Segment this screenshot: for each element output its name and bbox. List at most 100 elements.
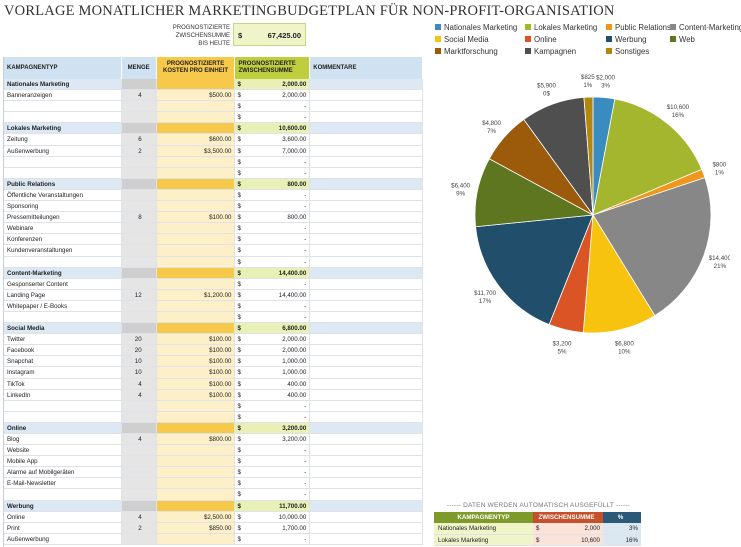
cell-kommentare[interactable] [310,178,423,189]
cell-kosten[interactable] [156,112,236,123]
cell-kommentare[interactable] [310,500,423,511]
cell-zwischensumme[interactable]: $ - [235,201,311,212]
cell-kampagnentyp[interactable]: Public Relations [4,178,122,189]
cell-kampagnentyp[interactable]: Webinare [4,223,122,234]
cell-kosten[interactable] [156,411,236,422]
cell-kampagnentyp[interactable]: Kundenveranstaltungen [4,245,122,256]
cell-kampagnentyp[interactable]: Zeitung [4,134,122,145]
cell-zwischensumme[interactable]: $ - [235,467,311,478]
cell-kosten[interactable] [156,101,236,112]
cell-kosten[interactable] [156,467,236,478]
cell-zwischensumme[interactable]: $ - [235,189,311,201]
cell-kosten[interactable]: $1,200.00 [156,289,236,300]
cell-zwischensumme[interactable]: $ - [235,456,311,467]
cell-kampagnentyp[interactable]: Alarme auf Mobilgeräten [4,467,122,478]
cell-kampagnentyp[interactable]: Social Media [4,323,122,334]
cell-kommentare[interactable] [310,456,423,467]
cell-kommentare[interactable] [310,289,423,300]
cell-kampagnentyp[interactable]: Außenwerbung [4,533,122,544]
cell-kosten[interactable]: $600.00 [156,134,236,145]
cell-kosten[interactable] [156,267,236,278]
cell-zwischensumme[interactable]: $3,600.00 [235,134,311,145]
cell-kampagnentyp[interactable]: Gesponserter Content [4,278,122,289]
cell-zwischensumme[interactable]: $1,000.00 [235,367,311,378]
cell-kosten[interactable] [156,256,236,267]
cell-kampagnentyp[interactable] [4,167,122,178]
cell-menge[interactable]: 4 [121,511,157,522]
cell-kommentare[interactable] [310,300,423,311]
cell-kommentare[interactable] [310,245,423,256]
cell-kampagnentyp[interactable] [4,156,122,167]
cell-kosten[interactable]: $3,500.00 [156,145,236,156]
cell-menge[interactable] [121,445,157,456]
cell-menge[interactable]: 2 [121,145,157,156]
cell-kosten[interactable] [156,456,236,467]
cell-kosten[interactable] [156,234,236,245]
cell-kosten[interactable]: $800.00 [156,434,236,445]
cell-menge[interactable] [121,245,157,256]
cell-menge[interactable]: 4 [121,389,157,400]
cell-kampagnentyp[interactable]: TikTok [4,378,122,389]
cell-kommentare[interactable] [310,334,423,345]
cell-kosten[interactable]: $100.00 [156,389,236,400]
cell-kommentare[interactable] [310,434,423,445]
cell-kampagnentyp[interactable]: LinkedIn [4,389,122,400]
cell-kampagnentyp[interactable]: Pressemitteilungen [4,212,122,223]
cell-kommentare[interactable] [310,234,423,245]
cell-kosten[interactable] [156,167,236,178]
cell-zwischensumme[interactable]: $ - [235,156,311,167]
cell-menge[interactable] [121,156,157,167]
cell-kommentare[interactable] [310,489,423,500]
cell-menge[interactable]: 10 [121,356,157,367]
cell-kommentare[interactable] [310,345,423,356]
cell-zwischensumme[interactable]: $11,700.00 [235,500,311,511]
cell-kosten[interactable] [156,189,236,201]
cell-kosten[interactable] [156,245,236,256]
cell-kommentare[interactable] [310,311,423,323]
cell-menge[interactable] [121,201,157,212]
cell-kommentare[interactable] [310,422,423,433]
cell-kampagnentyp[interactable]: Blog [4,434,122,445]
cell-menge[interactable] [121,467,157,478]
cell-zwischensumme[interactable]: $1,700.00 [235,522,311,533]
cell-menge[interactable] [121,189,157,201]
cell-kommentare[interactable] [310,378,423,389]
cell-kosten[interactable] [156,79,236,90]
cell-kampagnentyp[interactable]: Werbung [4,500,122,511]
cell-kosten[interactable] [156,400,236,411]
cell-zwischensumme[interactable]: $ - [235,245,311,256]
cell-kampagnentyp[interactable]: Nationales Marketing [4,79,122,90]
cell-zwischensumme[interactable]: $ - [235,533,311,544]
cell-kampagnentyp[interactable]: Content-Marketing [4,267,122,278]
cell-menge[interactable] [121,422,157,433]
cell-menge[interactable]: 6 [121,134,157,145]
cell-menge[interactable] [121,323,157,334]
cell-kommentare[interactable] [310,201,423,212]
cell-kampagnentyp[interactable]: Landing Page [4,289,122,300]
cell-kampagnentyp[interactable]: Twitter [4,334,122,345]
cell-zwischensumme[interactable]: $ - [235,478,311,489]
cell-kosten[interactable] [156,300,236,311]
cell-kosten[interactable]: $850.00 [156,522,236,533]
cell-kommentare[interactable] [310,522,423,533]
cell-kosten[interactable]: $100.00 [156,212,236,223]
cell-kommentare[interactable] [310,156,423,167]
cell-kommentare[interactable] [310,223,423,234]
cell-kampagnentyp[interactable] [4,101,122,112]
cell-zwischensumme[interactable]: $400.00 [235,389,311,400]
cell-menge[interactable] [121,278,157,289]
cell-kosten[interactable] [156,533,236,544]
cell-kampagnentyp[interactable]: Lokales Marketing [4,123,122,134]
cell-kosten[interactable]: $100.00 [156,356,236,367]
cell-kampagnentyp[interactable]: Print [4,522,122,533]
cell-kosten[interactable] [156,201,236,212]
cell-kampagnentyp[interactable]: Online [4,422,122,433]
cell-menge[interactable] [121,167,157,178]
cell-zwischensumme[interactable]: $6,800.00 [235,323,311,334]
cell-kosten[interactable] [156,156,236,167]
cell-zwischensumme[interactable]: $800.00 [235,178,311,189]
cell-zwischensumme[interactable]: $2,000.00 [235,90,311,101]
cell-kampagnentyp[interactable]: Facebook [4,345,122,356]
cell-kosten[interactable] [156,223,236,234]
cell-zwischensumme[interactable]: $3,200.00 [235,422,311,433]
